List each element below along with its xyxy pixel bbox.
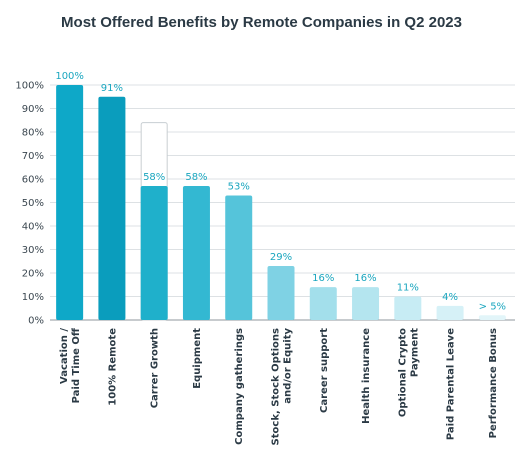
bar	[436, 305, 464, 320]
x-tick-label: Optional Crypto Payment	[397, 328, 420, 417]
x-tick-line: 100% Remote	[107, 328, 118, 406]
data-label: > 5%	[479, 301, 506, 312]
data-label: 53%	[228, 181, 250, 192]
y-tick-label: 50%	[22, 198, 44, 209]
bar	[394, 296, 422, 320]
y-tick-label: 70%	[22, 151, 44, 162]
data-label: 16%	[354, 273, 376, 284]
y-tick-label: 100%	[15, 81, 44, 92]
x-tick-label: Vacation / Paid Time Off	[59, 327, 82, 403]
x-tick-label: Performance Bonus	[488, 328, 499, 438]
label-layer: 0% 10% 20% 30% 40% 50% 60% 70% 80% 90% 100% 100% Vac…	[15, 71, 506, 445]
y-tick-label: 60%	[22, 175, 44, 186]
x-tick-line: Equipment	[192, 328, 203, 389]
bar	[352, 287, 380, 320]
bar	[267, 265, 295, 320]
data-label: 11%	[397, 283, 419, 294]
x-tick-label: Carrer Growth	[150, 328, 161, 408]
x-tick-line: Company gatherings	[234, 328, 245, 445]
x-tick-line: Paid Time Off	[71, 327, 82, 403]
bar	[98, 96, 126, 320]
bar	[478, 315, 506, 320]
chart-title: Most Offered Benefits by Remote Companie…	[61, 14, 462, 31]
bar	[182, 186, 210, 320]
x-tick-label: 100% Remote	[107, 328, 118, 406]
x-tick-line: Performance Bonus	[488, 328, 499, 438]
data-label: 4%	[442, 292, 458, 303]
data-label: 29%	[270, 252, 292, 263]
x-tick-label: Health insurance	[361, 328, 372, 424]
data-label: 58%	[143, 172, 165, 183]
x-tick-label: Company gatherings	[234, 328, 245, 445]
x-tick-line: Optional Crypto	[397, 328, 408, 417]
y-tick-label: 80%	[22, 128, 44, 139]
data-label: 16%	[312, 273, 334, 284]
x-tick-line: Carrer Growth	[150, 328, 161, 408]
bar-layer	[56, 85, 506, 321]
x-tick-label: Paid Parental Leave	[446, 328, 457, 440]
x-tick-line: and/or Equity	[283, 328, 294, 404]
data-label: 58%	[185, 172, 207, 183]
y-tick-label: 90%	[22, 104, 44, 115]
x-tick-label: Stock, Stock Options and/or Equity	[271, 328, 294, 446]
x-tick-label: Career support	[319, 328, 330, 413]
bar	[309, 287, 337, 320]
y-tick-label: 30%	[22, 245, 44, 256]
bar	[56, 85, 84, 320]
x-tick-line: Vacation /	[59, 328, 70, 384]
x-tick-line: Paid Parental Leave	[446, 328, 457, 440]
y-tick-label: 0%	[28, 316, 44, 327]
y-tick-label: 40%	[22, 222, 44, 233]
x-tick-line: Stock, Stock Options	[271, 328, 282, 445]
y-tick-label: 20%	[22, 269, 44, 280]
x-tick-line: Health insurance	[361, 328, 372, 424]
x-tick-line: Payment	[409, 328, 420, 377]
bar	[140, 186, 168, 320]
x-tick-label: Equipment	[192, 328, 203, 389]
data-label: 100%	[55, 71, 84, 82]
bar	[225, 195, 253, 320]
data-label: 91%	[101, 83, 123, 94]
y-tick-label: 10%	[22, 292, 44, 303]
x-tick-line: Career support	[319, 328, 330, 413]
